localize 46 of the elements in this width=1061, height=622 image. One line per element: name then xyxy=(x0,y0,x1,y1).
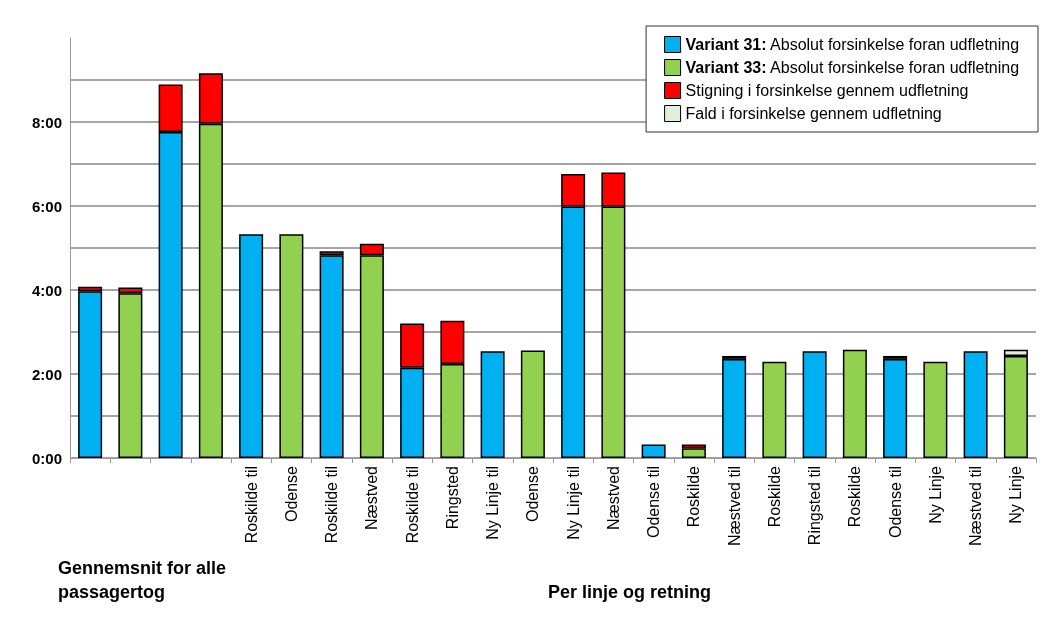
y-tick-label: 6:00 xyxy=(31,197,62,215)
x-tick-label: Odense til xyxy=(645,466,663,539)
x-tick-label: Roskilde xyxy=(765,465,783,528)
x-tick-label: Ny Linje xyxy=(1007,465,1025,524)
text: Per linje og retning xyxy=(548,582,712,602)
x-tick-label: Næstved til xyxy=(967,466,985,547)
x-tick-label: Roskilde til xyxy=(403,466,421,544)
text: Gennemsnit for alle passagertog xyxy=(58,558,232,602)
x-tick-label: Næstved til xyxy=(725,466,743,547)
y-tick-label: 4:00 xyxy=(31,281,62,299)
x-tick-label: Ny Linje xyxy=(926,465,944,524)
x-tick-label: Næstved xyxy=(363,466,381,531)
bar xyxy=(842,349,867,458)
x-tick-label: Ny Linje til xyxy=(564,466,582,540)
x-tick-label: Roskilde til xyxy=(242,466,260,544)
bar xyxy=(520,350,545,458)
x-tick-label: Næstved xyxy=(604,466,622,531)
bar xyxy=(802,351,827,458)
x-tick-label: Odense til xyxy=(886,466,904,539)
x-tick-label: Ny Linje til xyxy=(484,466,502,540)
bar xyxy=(78,291,103,458)
bar xyxy=(722,358,747,458)
bar xyxy=(762,361,787,458)
x-tick-label: Roskilde xyxy=(846,465,864,528)
bar xyxy=(963,351,988,458)
legend-label: Variant 31: Absolut forsinkelse foran udfletning xyxy=(685,36,1020,53)
bar xyxy=(641,444,666,458)
bar xyxy=(480,351,505,458)
x-tick-label: Odense xyxy=(524,465,542,523)
bar xyxy=(319,255,344,458)
bar xyxy=(883,358,908,458)
y-tick-label: 8:00 xyxy=(31,113,62,131)
y-tick-label: 2:00 xyxy=(31,365,62,383)
bar xyxy=(923,361,948,458)
bar xyxy=(279,234,304,458)
legend-label: Fald i forsinkelse gennem udfletning xyxy=(685,105,942,122)
legend-label: Variant 33: Absolut forsinkelse foran udfletning xyxy=(685,59,1020,76)
x-tick-label: Ringsted til xyxy=(806,466,824,546)
y-tick-label: 0:00 xyxy=(31,449,62,467)
bar xyxy=(681,448,706,458)
x-tick-label: Odense xyxy=(282,465,300,523)
x-tick-label: Roskilde xyxy=(685,465,703,528)
x-tick-label: Roskilde til xyxy=(323,466,341,544)
legend-label: Stigning i forsinkelse gennem udfletning xyxy=(685,82,969,99)
bar xyxy=(239,234,264,458)
x-tick-label: Ringsted xyxy=(443,466,461,530)
